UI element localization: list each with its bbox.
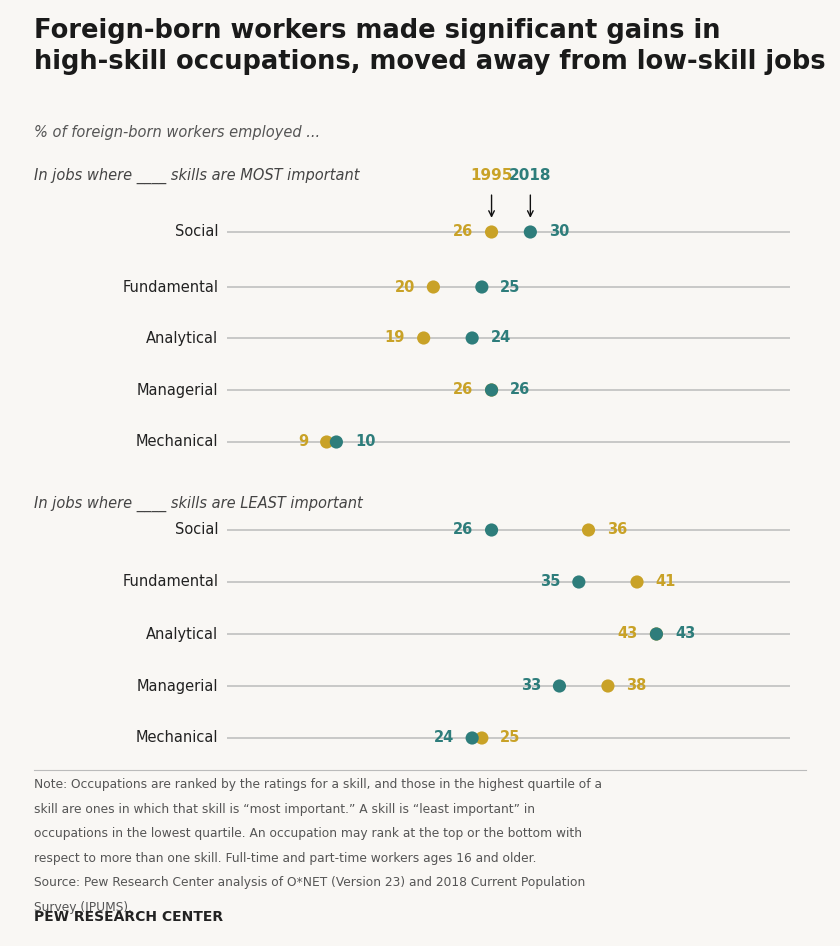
Point (485, 224, 498, 239)
Text: 20: 20 (395, 279, 415, 294)
Text: 19: 19 (385, 330, 405, 345)
Text: Social: Social (175, 224, 218, 239)
Text: Managerial: Managerial (137, 382, 218, 397)
Point (649, 626, 663, 641)
Text: 36: 36 (607, 522, 627, 537)
Point (320, 434, 333, 449)
Text: 2018: 2018 (509, 167, 552, 183)
Text: 43: 43 (617, 626, 638, 641)
Point (465, 730, 479, 745)
Text: Foreign-born workers made significant gains in
high-skill occupations, moved awa: Foreign-born workers made significant ga… (34, 18, 825, 75)
Text: Fundamental: Fundamental (123, 279, 218, 294)
Point (649, 626, 663, 641)
Text: Mechanical: Mechanical (136, 730, 218, 745)
Point (417, 330, 430, 345)
Text: 10: 10 (354, 434, 375, 449)
Point (329, 434, 343, 449)
Point (553, 678, 566, 693)
Text: 25: 25 (501, 730, 521, 745)
Text: In jobs where ____ skills are MOST important: In jobs where ____ skills are MOST impor… (34, 168, 360, 184)
Point (572, 574, 585, 589)
Text: Analytical: Analytical (146, 626, 218, 641)
Point (475, 730, 489, 745)
Text: occupations in the lowest quartile. An occupation may rank at the top or the bot: occupations in the lowest quartile. An o… (34, 827, 581, 840)
Point (485, 522, 498, 537)
Text: 26: 26 (453, 382, 473, 397)
Text: Managerial: Managerial (137, 678, 218, 693)
Text: 9: 9 (298, 434, 308, 449)
Point (465, 330, 479, 345)
Text: 30: 30 (549, 224, 570, 239)
Text: 41: 41 (655, 574, 676, 589)
Point (485, 382, 498, 397)
Text: 43: 43 (675, 626, 696, 641)
Text: Fundamental: Fundamental (123, 574, 218, 589)
Point (485, 382, 498, 397)
Text: 35: 35 (540, 574, 560, 589)
Text: Note: Occupations are ranked by the ratings for a skill, and those in the highes: Note: Occupations are ranked by the rati… (34, 778, 601, 791)
Text: 33: 33 (521, 678, 541, 693)
Text: Source: Pew Research Center analysis of O*NET (Version 23) and 2018 Current Popu: Source: Pew Research Center analysis of … (34, 876, 585, 889)
Text: respect to more than one skill. Full-time and part-time workers ages 16 and olde: respect to more than one skill. Full-tim… (34, 851, 536, 865)
Text: 24: 24 (491, 330, 511, 345)
Point (475, 279, 489, 294)
Text: Mechanical: Mechanical (136, 434, 218, 449)
Text: Survey (IPUMS).: Survey (IPUMS). (34, 901, 132, 914)
Text: Analytical: Analytical (146, 330, 218, 345)
Text: 25: 25 (501, 279, 521, 294)
Text: 26: 26 (453, 224, 473, 239)
Point (523, 224, 537, 239)
Point (582, 522, 596, 537)
Point (601, 678, 615, 693)
Text: 1995: 1995 (470, 167, 512, 183)
Point (427, 279, 440, 294)
Text: % of foreign-born workers employed ...: % of foreign-born workers employed ... (34, 125, 320, 140)
Text: In jobs where ____ skills are LEAST important: In jobs where ____ skills are LEAST impo… (34, 496, 362, 512)
Text: skill are ones in which that skill is “most important.” A skill is “least import: skill are ones in which that skill is “m… (34, 802, 534, 815)
Text: 38: 38 (627, 678, 647, 693)
Text: 24: 24 (433, 730, 454, 745)
Text: Social: Social (175, 522, 218, 537)
Text: PEW RESEARCH CENTER: PEW RESEARCH CENTER (34, 910, 223, 924)
Point (630, 574, 643, 589)
Text: 26: 26 (510, 382, 530, 397)
Text: 26: 26 (453, 522, 473, 537)
